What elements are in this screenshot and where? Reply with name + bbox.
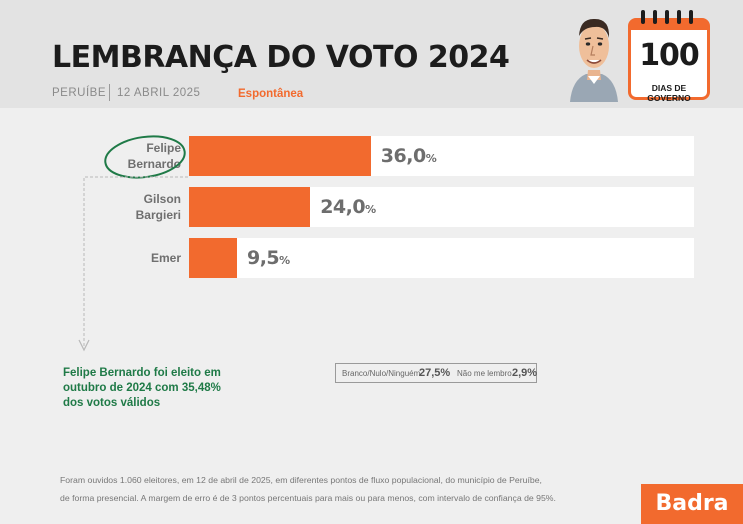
bar-label: Emer [150,251,181,265]
bar-value-label: 36,0% [380,145,437,167]
election-note: Felipe Bernardo foi eleito em outubro de… [63,367,221,409]
other-value-dont-remember: 2,9% [512,367,538,379]
other-value-blank: 27,5% [419,367,451,379]
bar-track [189,238,694,278]
survey-type-label: Espontânea [238,88,304,100]
badge-subtitle: DIAS DE GOVERNO [647,83,691,103]
header-band [0,0,743,108]
bar-label: Felipe Bernardo [127,141,181,171]
caricature-avatar [570,18,618,102]
bar-label: Gilson Bargieri [135,192,181,222]
other-label-dont-remember: Não me lembro [457,369,512,378]
bar [189,136,371,176]
bar [189,187,311,227]
bar-value-label: 24,0% [320,196,377,218]
methodology-footnote: Foram ouvidos 1.060 eleitores, em 12 de … [60,471,600,507]
city-label: PERUÍBE [52,87,106,99]
bar-value-label: 9,5% [246,247,291,269]
page-title: LEMBRANÇA DO VOTO 2024 [52,40,510,75]
calendar-rings-icon [641,10,693,24]
meta-divider [109,84,110,101]
other-responses-box: Branco/Nulo/Ninguém 27,5% Não me lembro … [335,363,537,383]
footnote-line-1: Foram ouvidos 1.060 eleitores, em 12 de … [60,475,542,485]
other-label-blank: Branco/Nulo/Ninguém [342,369,421,378]
100-days-calendar-badge: 100 DIAS DE GOVERNO [628,10,710,103]
footnote-line-2: de forma presencial. A margem de erro é … [60,493,556,503]
brand-logo: Badra [641,484,743,524]
badge-number: 100 [639,38,700,73]
date-label: 12 ABRIL 2025 [117,87,201,99]
bar [189,238,237,278]
